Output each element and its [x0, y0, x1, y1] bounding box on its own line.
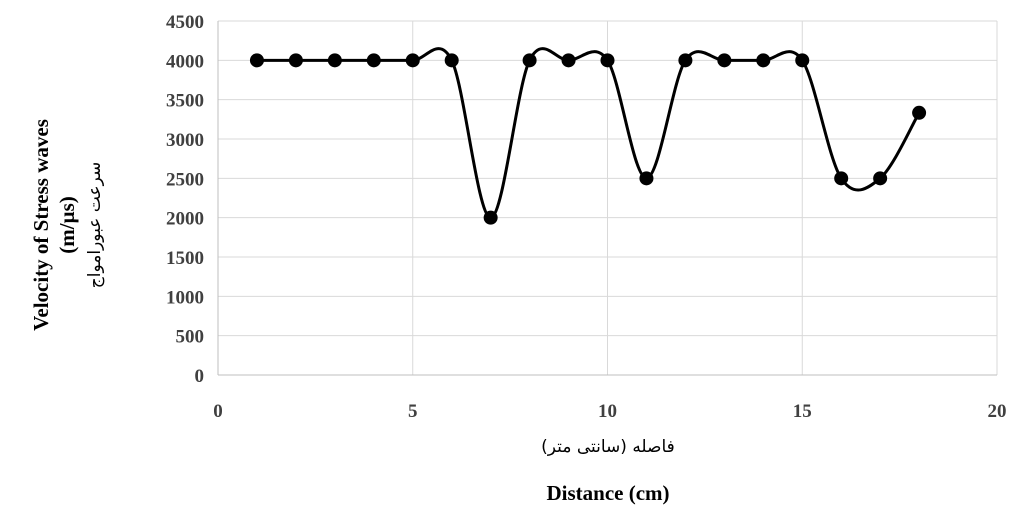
y-tick-label: 1500: [166, 248, 204, 269]
data-point: [795, 53, 810, 68]
y-tick-label: 3000: [166, 130, 204, 151]
data-point: [678, 53, 693, 68]
tick-labels: 0 500 1000 1500 2000 2500 3000 3500 4000 4500 0 5 10…: [166, 12, 1007, 422]
data-point: [600, 53, 615, 68]
y-axis-title-fa: سرعت عبورامواج: [85, 162, 105, 288]
data-point: [756, 53, 771, 68]
y-axis-title-en: Velocity of Stress waves: [29, 119, 53, 331]
data-point: [288, 53, 303, 68]
data-point: [405, 53, 420, 68]
x-tick-label: 20: [988, 401, 1007, 422]
data-point: [912, 105, 927, 120]
y-tick-label: 2500: [166, 169, 204, 190]
series-line: [256, 47, 921, 220]
axes: [217, 21, 997, 376]
y-tick-label: 500: [176, 327, 205, 348]
y-axis-title-unit: (m/µs): [55, 196, 79, 254]
y-tick-label: 0: [195, 366, 205, 387]
data-point: [522, 53, 537, 68]
y-tick-label: 4500: [166, 12, 204, 33]
y-tick-label: 2000: [166, 209, 204, 230]
data-point: [483, 210, 498, 225]
data-point: [327, 53, 342, 68]
grid: [218, 20, 998, 375]
data-point: [639, 171, 654, 186]
data-point: [366, 53, 381, 68]
y-tick-label: 4000: [166, 51, 204, 72]
data-point: [834, 171, 849, 186]
x-tick-label: 15: [793, 401, 812, 422]
x-axis-title-fa: فاصله (سانتی متر): [541, 437, 675, 457]
data-point: [249, 53, 264, 68]
x-tick-label: 10: [598, 401, 617, 422]
data-point: [444, 53, 459, 68]
y-tick-label: 3500: [166, 91, 204, 112]
y-tick-label: 1000: [166, 287, 204, 308]
data-series: [249, 47, 927, 225]
x-axis-title-en: Distance (cm): [546, 481, 669, 505]
x-tick-label: 5: [408, 401, 418, 422]
x-tick-label: 0: [213, 401, 223, 422]
data-point: [717, 53, 732, 68]
data-point: [561, 53, 576, 68]
data-point: [873, 171, 888, 186]
